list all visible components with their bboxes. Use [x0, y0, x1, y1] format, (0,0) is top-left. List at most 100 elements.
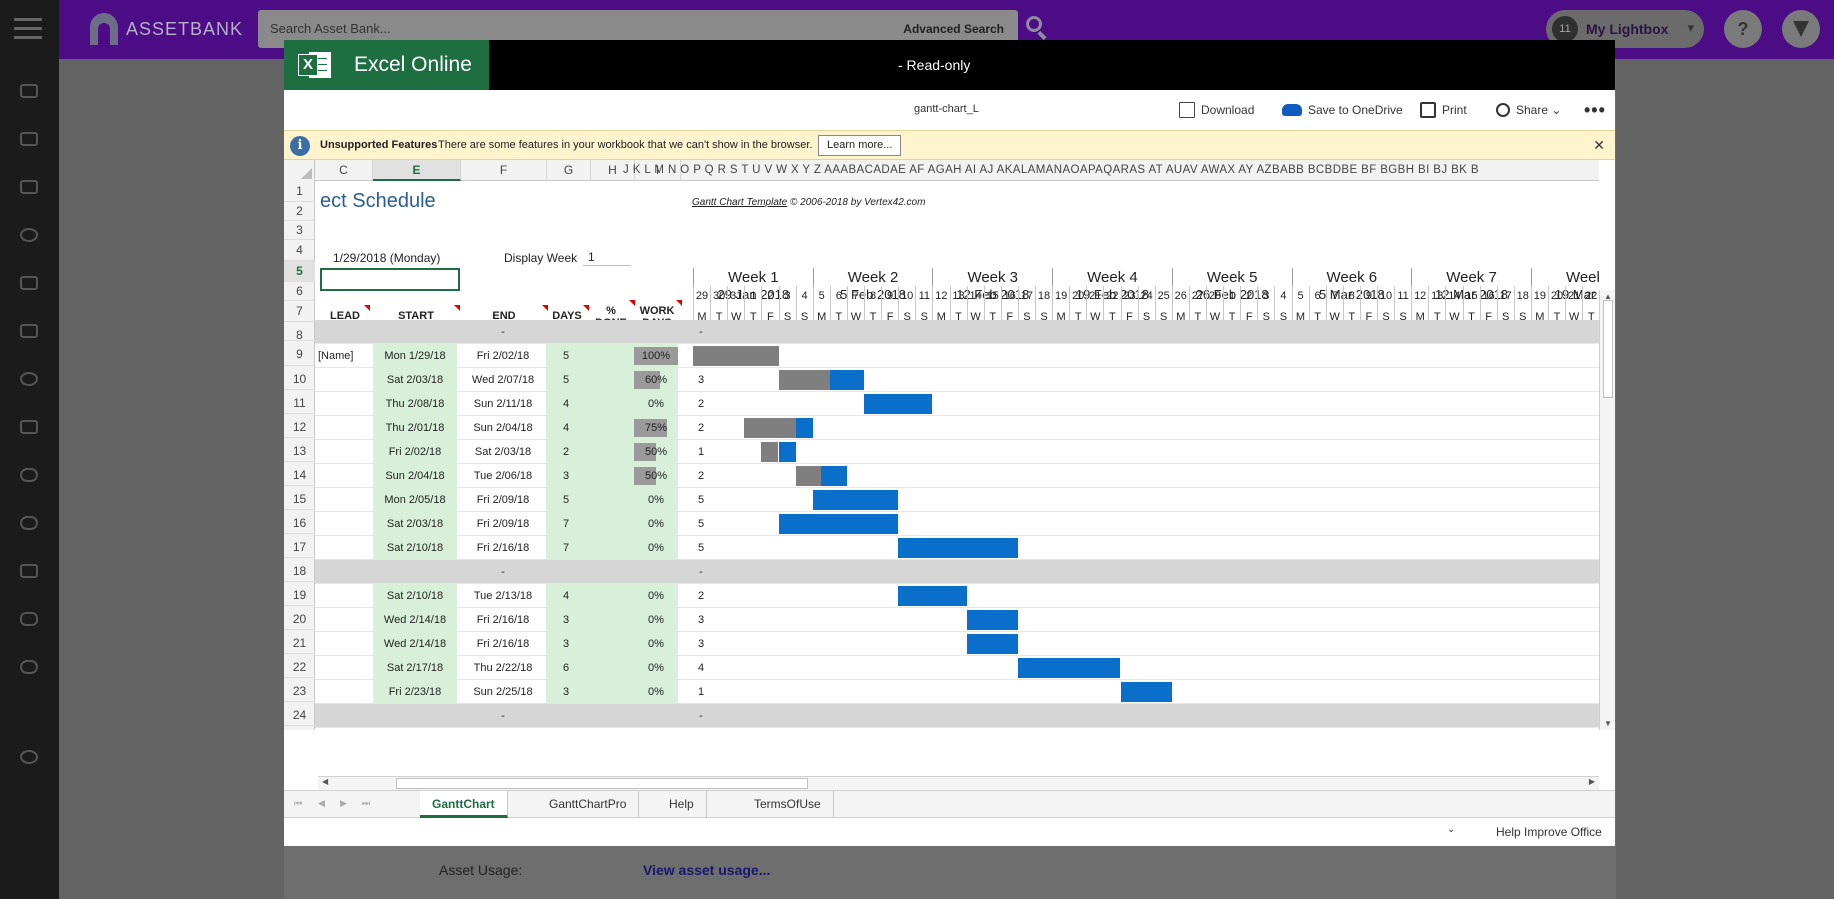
table-row[interactable]: Thu 2/08/18 Sun 2/11/18 4 0% 2: [315, 392, 1599, 416]
table-row[interactable]: Thu 2/01/18 Sun 2/04/18 4 75% 2: [315, 416, 1599, 440]
row-header-2[interactable]: 2: [284, 202, 315, 221]
days-cell[interactable]: 3: [546, 608, 634, 632]
end-cell[interactable]: Wed 2/07/18: [471, 374, 535, 386]
start-cell[interactable]: Sat 2/17/18: [373, 656, 457, 680]
end-cell[interactable]: -: [501, 326, 505, 338]
days-cell[interactable]: 7: [546, 512, 634, 536]
row-header-7[interactable]: 7: [284, 301, 315, 322]
row-header-11[interactable]: 11: [284, 390, 315, 414]
work-days-cell[interactable]: 2: [697, 590, 705, 602]
upload-icon[interactable]: [20, 468, 38, 482]
table-row[interactable]: Sat 2/10/18 Fri 2/16/18 7 0% 5: [315, 536, 1599, 560]
column-header-f[interactable]: F: [461, 160, 547, 181]
days-cell[interactable]: 3: [546, 632, 634, 656]
start-cell[interactable]: Sat 2/03/18: [373, 512, 457, 536]
pct-done-cell[interactable]: 50%: [634, 440, 678, 464]
row-header-1[interactable]: 1: [284, 181, 315, 202]
work-days-cell[interactable]: 2: [697, 422, 705, 434]
work-days-cell[interactable]: 3: [697, 614, 705, 626]
start-cell[interactable]: Mon 1/29/18: [373, 344, 457, 368]
end-cell[interactable]: Fri 2/16/18: [476, 614, 530, 626]
start-cell[interactable]: Sat 2/10/18: [373, 536, 457, 560]
edit-icon[interactable]: [20, 420, 38, 434]
phase-row[interactable]: --: [315, 560, 1599, 584]
row-header-20[interactable]: 20: [284, 606, 315, 630]
horizontal-scroll-thumb[interactable]: [396, 778, 808, 789]
first-sheet-icon[interactable]: ⏮: [294, 798, 303, 808]
pct-done-cell[interactable]: 0%: [634, 512, 678, 536]
home-icon[interactable]: [20, 84, 38, 98]
days-cell[interactable]: 3: [546, 464, 634, 488]
tab-help[interactable]: Help: [657, 791, 707, 818]
work-days-cell[interactable]: 1: [697, 686, 705, 698]
start-cell[interactable]: Thu 2/01/18: [373, 416, 457, 440]
display-week-input[interactable]: 1: [583, 248, 631, 266]
download-button[interactable]: Download: [1179, 100, 1254, 120]
days-cell[interactable]: 5: [546, 344, 634, 368]
days-cell[interactable]: 7: [546, 536, 634, 560]
star-icon[interactable]: [20, 324, 38, 338]
end-cell[interactable]: Fri 2/02/18: [476, 350, 530, 362]
settings-icon[interactable]: [20, 750, 38, 764]
vertical-scroll-thumb[interactable]: [1603, 300, 1613, 398]
end-cell[interactable]: Sun 2/11/18: [473, 398, 533, 410]
work-days-cell[interactable]: -: [699, 710, 703, 722]
start-cell[interactable]: Mon 2/05/18: [373, 488, 457, 512]
end-cell[interactable]: Tue 2/06/18: [473, 470, 533, 482]
next-sheet-icon[interactable]: ▶: [340, 798, 347, 808]
gantt-template-link[interactable]: Gantt Chart Template: [692, 197, 788, 208]
column-header-i[interactable]: I: [635, 160, 681, 181]
excel-brand[interactable]: X Excel Online: [284, 40, 489, 90]
work-days-cell[interactable]: 3: [697, 374, 705, 386]
work-days-cell[interactable]: 4: [697, 662, 705, 674]
column-header-e[interactable]: E: [373, 160, 461, 181]
selected-cell[interactable]: [320, 268, 460, 291]
pct-done-cell[interactable]: 0%: [634, 536, 678, 560]
row-header-21[interactable]: 21: [284, 630, 315, 654]
work-days-cell[interactable]: 2: [697, 470, 705, 482]
pct-done-cell[interactable]: 100%: [634, 344, 678, 368]
close-icon[interactable]: ✕: [1593, 137, 1605, 153]
start-cell[interactable]: Fri 2/02/18: [373, 440, 457, 464]
list-icon[interactable]: [20, 180, 38, 194]
sheet-title[interactable]: ect Schedule: [320, 190, 436, 212]
start-cell[interactable]: Wed 2/14/18: [373, 632, 457, 656]
work-days-cell[interactable]: 5: [697, 494, 705, 506]
table-row[interactable]: Sat 2/03/18 Fri 2/09/18 7 0% 5: [315, 512, 1599, 536]
end-cell[interactable]: Sun 2/25/18: [473, 686, 533, 698]
pct-done-cell[interactable]: 0%: [634, 632, 678, 656]
table-row[interactable]: Sat 2/17/18 Thu 2/22/18 6 0% 4: [315, 656, 1599, 680]
vertical-scrollbar[interactable]: ▲ ▼: [1599, 290, 1615, 730]
tab-termsofuse[interactable]: TermsOfUse: [742, 791, 834, 818]
table-row[interactable]: Fri 2/23/18 Sun 2/25/18 3 0% 1: [315, 680, 1599, 704]
start-cell[interactable]: Sat 2/10/18: [373, 584, 457, 608]
pct-done-cell[interactable]: 0%: [634, 488, 678, 512]
share-button[interactable]: Share ⌄: [1496, 100, 1561, 120]
table-row[interactable]: Wed 2/14/18 Fri 2/16/18 3 0% 3: [315, 632, 1599, 656]
row-header-14[interactable]: 14: [284, 462, 315, 486]
assetbank-logo[interactable]: ASSETBANK: [90, 13, 243, 45]
row-header-5[interactable]: 5: [284, 261, 315, 282]
chevron-down-icon[interactable]: ⌄: [1447, 824, 1456, 835]
end-cell[interactable]: Sat 2/03/18: [474, 446, 532, 458]
work-days-cell[interactable]: 2: [697, 398, 705, 410]
learn-more-button[interactable]: Learn more...: [818, 135, 902, 156]
pct-done-cell[interactable]: 75%: [634, 416, 678, 440]
pct-done-cell[interactable]: 60%: [634, 368, 678, 392]
search-icon[interactable]: [1024, 14, 1052, 42]
row-header-19[interactable]: 19: [284, 582, 315, 606]
end-cell[interactable]: Sun 2/04/18: [473, 422, 533, 434]
tab-ganttchartpro[interactable]: GanttChartPro: [537, 791, 640, 818]
row-header-10[interactable]: 10: [284, 366, 315, 390]
search-icon[interactable]: [20, 228, 38, 242]
tab-ganttchart[interactable]: GanttChart: [420, 791, 508, 818]
work-days-cell[interactable]: -: [699, 326, 703, 338]
end-cell[interactable]: Fri 2/16/18: [476, 638, 530, 650]
row-header-13[interactable]: 13: [284, 438, 315, 462]
chat-icon[interactable]: [20, 612, 38, 626]
row-header-6[interactable]: 6: [284, 282, 315, 301]
start-cell[interactable]: Thu 2/08/18: [373, 392, 457, 416]
start-cell[interactable]: Wed 2/14/18: [373, 608, 457, 632]
row-header-24[interactable]: 24: [284, 702, 315, 726]
